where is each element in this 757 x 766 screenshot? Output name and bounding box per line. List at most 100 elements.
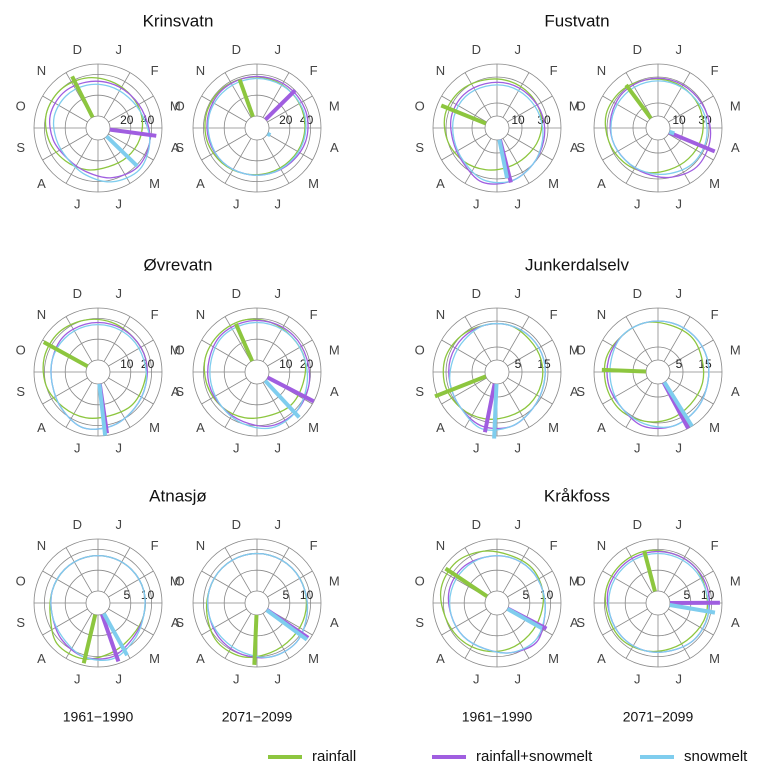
month-label: F bbox=[711, 538, 719, 553]
spoke bbox=[441, 608, 487, 636]
legend-label: snowmelt bbox=[684, 748, 748, 765]
month-label: J bbox=[115, 517, 122, 532]
month-label: J bbox=[115, 286, 122, 301]
month-label: J bbox=[274, 197, 281, 212]
spoke bbox=[507, 133, 553, 161]
month-label: M bbox=[170, 343, 181, 358]
spoke bbox=[502, 72, 530, 118]
grid-circle bbox=[484, 590, 510, 616]
spoke bbox=[668, 377, 714, 405]
month-label: A bbox=[570, 615, 579, 630]
r-tick-label: 20 bbox=[300, 357, 314, 371]
spoke bbox=[441, 95, 487, 123]
r-tick-label: 15 bbox=[698, 357, 712, 371]
month-label: A bbox=[196, 651, 205, 666]
month-label: A bbox=[597, 420, 606, 435]
spoke bbox=[502, 382, 530, 428]
month-label: O bbox=[415, 574, 425, 589]
seasonal-curve bbox=[48, 80, 151, 179]
month-label: J bbox=[115, 42, 122, 57]
month-label: D bbox=[73, 286, 82, 301]
spoke bbox=[108, 377, 154, 405]
grid-circle bbox=[85, 115, 111, 141]
month-label: M bbox=[308, 176, 319, 191]
panel-title: Fustvatn bbox=[544, 11, 609, 30]
month-label: A bbox=[731, 140, 740, 155]
seasonal-curve bbox=[44, 77, 144, 171]
month-label: A bbox=[37, 176, 46, 191]
panel-title: Kråkfoss bbox=[544, 486, 610, 505]
month-label: J bbox=[115, 441, 122, 456]
spoke bbox=[262, 138, 290, 184]
month-label: A bbox=[597, 176, 606, 191]
period-label: 1961−1990 bbox=[462, 709, 533, 725]
month-label: J bbox=[74, 197, 81, 212]
month-label: N bbox=[37, 307, 46, 322]
grid-circle bbox=[44, 317, 152, 426]
spoke bbox=[267, 133, 313, 161]
r-tick-label: 40 bbox=[300, 113, 314, 127]
month-label: F bbox=[550, 63, 558, 78]
month-label: F bbox=[151, 63, 159, 78]
spoke bbox=[267, 95, 313, 123]
spoke bbox=[224, 316, 252, 362]
timing-spike bbox=[497, 139, 509, 179]
month-label: M bbox=[548, 651, 559, 666]
grid-circle bbox=[85, 590, 111, 616]
spoke bbox=[507, 377, 553, 405]
month-label: N bbox=[196, 307, 205, 322]
spoke bbox=[103, 547, 131, 593]
spoke bbox=[663, 316, 691, 362]
spoke bbox=[625, 547, 653, 593]
spoke bbox=[65, 138, 93, 184]
seasonal-curve bbox=[449, 322, 546, 431]
month-label: S bbox=[415, 615, 424, 630]
spoke bbox=[602, 133, 648, 161]
timing-spike bbox=[492, 383, 499, 439]
month-label: N bbox=[196, 538, 205, 553]
spoke bbox=[42, 570, 88, 598]
month-label: M bbox=[709, 651, 720, 666]
spoke bbox=[625, 613, 653, 659]
month-label: M bbox=[730, 574, 741, 589]
month-label: J bbox=[514, 441, 521, 456]
grid-circle bbox=[445, 76, 549, 180]
timing-spike bbox=[70, 75, 95, 119]
month-label: J bbox=[74, 672, 81, 687]
month-label: M bbox=[730, 99, 741, 114]
spoke bbox=[224, 547, 252, 593]
month-label: J bbox=[115, 197, 122, 212]
spoke bbox=[108, 339, 154, 367]
timing-spike bbox=[668, 129, 675, 136]
month-label: O bbox=[16, 99, 26, 114]
grid-circle bbox=[64, 569, 132, 637]
grid-circle bbox=[44, 74, 152, 182]
month-label: A bbox=[731, 384, 740, 399]
spoke bbox=[507, 95, 553, 123]
month-label: N bbox=[37, 538, 46, 553]
month-label: D bbox=[73, 42, 82, 57]
spoke bbox=[502, 547, 530, 593]
seasonal-curve bbox=[609, 77, 712, 179]
timing-spike bbox=[642, 550, 657, 592]
month-label: A bbox=[37, 651, 46, 666]
month-label: D bbox=[232, 517, 241, 532]
spoke bbox=[502, 613, 530, 659]
panel-title: Krinsvatn bbox=[143, 11, 214, 30]
grid-circle bbox=[442, 549, 551, 658]
month-label: A bbox=[436, 651, 445, 666]
month-label: M bbox=[329, 99, 340, 114]
month-label: J bbox=[634, 672, 641, 687]
spoke bbox=[262, 316, 290, 362]
month-label: A bbox=[171, 615, 180, 630]
grid-circle bbox=[64, 94, 132, 162]
month-label: N bbox=[597, 63, 606, 78]
month-label: M bbox=[548, 420, 559, 435]
spoke bbox=[668, 95, 714, 123]
spoke bbox=[201, 95, 247, 123]
month-label: M bbox=[149, 651, 160, 666]
spoke bbox=[663, 138, 691, 184]
